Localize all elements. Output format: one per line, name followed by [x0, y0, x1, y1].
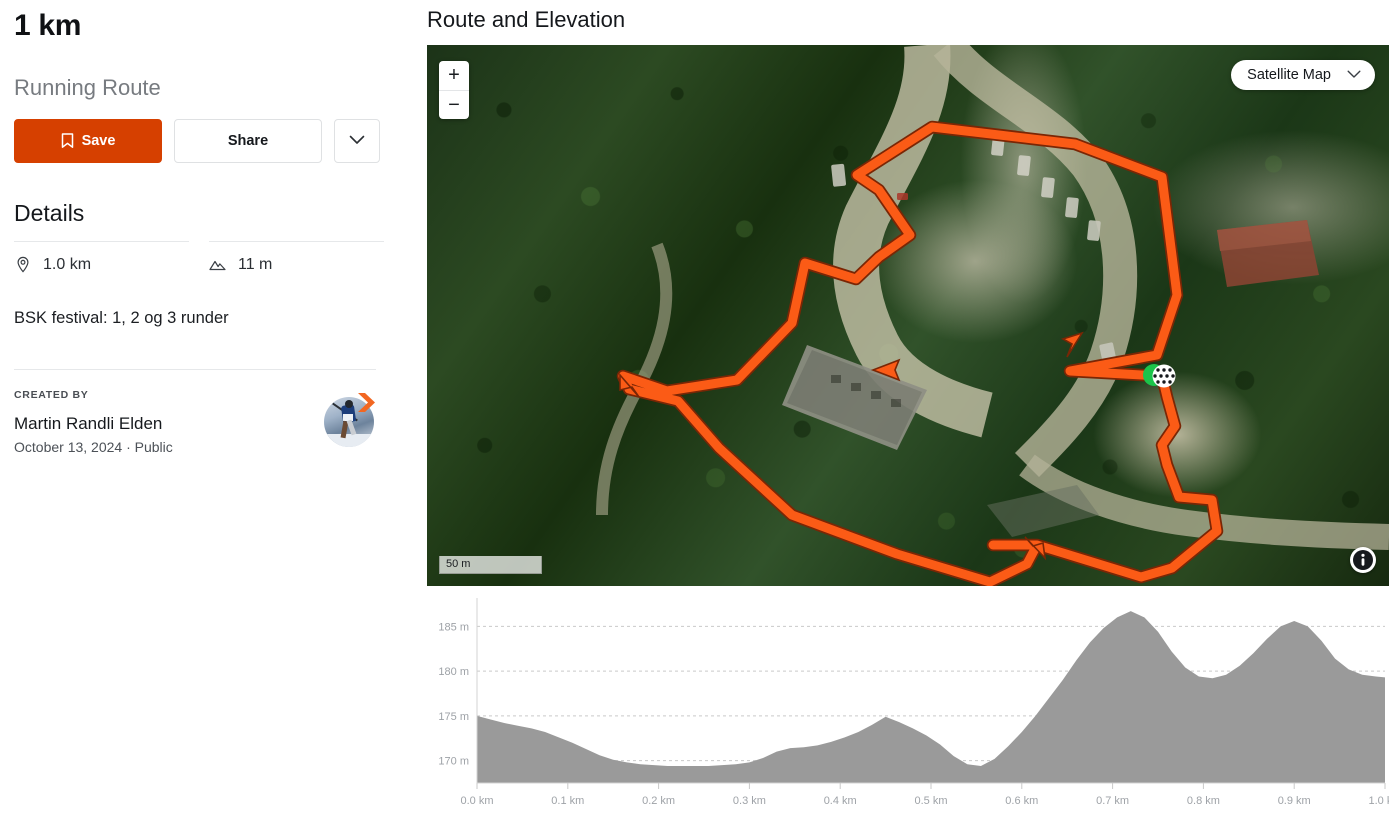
- stat-distance-value: 1.0 km: [43, 256, 92, 273]
- route-sidebar: 1 km Running Route Save Share Details: [0, 0, 427, 816]
- zoom-out-button[interactable]: −: [439, 90, 469, 119]
- svg-text:0.8 km: 0.8 km: [1187, 795, 1220, 807]
- details-heading: Details: [14, 200, 85, 226]
- map-layer-label: Satellite Map: [1247, 67, 1331, 83]
- page-title: 1 km: [14, 9, 82, 42]
- finish-marker: [1152, 364, 1176, 388]
- action-button-row: Save Share: [14, 119, 413, 163]
- avatar[interactable]: [324, 391, 380, 447]
- zoom-in-button[interactable]: +: [448, 64, 460, 86]
- map-zoom-controls[interactable]: + −: [439, 61, 469, 119]
- map-scale-bar: 50 m: [439, 556, 542, 574]
- more-options-button[interactable]: [334, 119, 380, 163]
- panel-title: Route and Elevation: [427, 7, 626, 32]
- bookmark-icon: [61, 133, 74, 149]
- save-button-label: Save: [81, 133, 116, 149]
- created-by-label: CREATED BY: [14, 389, 89, 401]
- route-type-subtitle: Running Route: [14, 75, 161, 100]
- map-canvas[interactable]: + − Satellite Map 50 m: [427, 45, 1389, 586]
- map-layer-select[interactable]: Satellite Map: [1231, 60, 1375, 90]
- svg-text:0.3 km: 0.3 km: [733, 795, 766, 807]
- info-icon: [1353, 550, 1373, 570]
- svg-text:170 m: 170 m: [438, 756, 469, 768]
- svg-text:0.2 km: 0.2 km: [642, 795, 675, 807]
- route-polyline: [616, 120, 1224, 586]
- satellite-imagery: [427, 45, 1389, 586]
- save-button[interactable]: Save: [14, 119, 162, 163]
- stat-elevation-value: 11 m: [238, 256, 273, 273]
- elevation-profile-chart[interactable]: 170 m 175 m 180 m 185 m 0.0 km 0.1 km 0.2 km 0.…: [427, 586, 1389, 816]
- location-pin-icon: [14, 256, 32, 274]
- elevation-mountain-icon: [209, 256, 227, 274]
- svg-text:0.0 km: 0.0 km: [460, 795, 493, 807]
- direction-arrow-icon: [619, 331, 1084, 561]
- chevron-down-icon: [1347, 67, 1361, 83]
- map-attribution-info-button[interactable]: [1350, 547, 1376, 573]
- stat-distance: 1.0 km: [14, 241, 189, 274]
- stat-elevation: 11 m: [209, 241, 384, 274]
- creator-name[interactable]: Martin Randli Elden: [14, 414, 163, 433]
- route-description: BSK festival: 1, 2 og 3 runder: [14, 309, 229, 327]
- svg-text:185 m: 185 m: [438, 621, 469, 633]
- svg-text:0.7 km: 0.7 km: [1096, 795, 1129, 807]
- stats-row: 1.0 km 11 m: [14, 241, 413, 274]
- svg-text:180 m: 180 m: [438, 666, 469, 678]
- share-button[interactable]: Share: [174, 119, 322, 163]
- chevron-badge-icon: [354, 391, 380, 415]
- svg-text:0.9 km: 0.9 km: [1278, 795, 1311, 807]
- svg-text:1.0 km: 1.0 km: [1368, 795, 1389, 807]
- chevron-down-icon: [349, 133, 365, 149]
- created-by-block: CREATED BY Martin Randli Elden October 1…: [14, 389, 376, 463]
- svg-text:0.4 km: 0.4 km: [824, 795, 857, 807]
- svg-text:0.1 km: 0.1 km: [551, 795, 584, 807]
- creator-meta: October 13, 2024 · Public: [14, 439, 173, 455]
- svg-text:0.6 km: 0.6 km: [1005, 795, 1038, 807]
- svg-text:175 m: 175 m: [438, 711, 469, 723]
- elevation-chart-svg: 170 m 175 m 180 m 185 m 0.0 km 0.1 km 0.2 km 0.…: [438, 598, 1389, 807]
- section-divider: [14, 369, 376, 370]
- route-and-elevation-panel: Route and Elevation: [427, 0, 1389, 816]
- svg-text:0.5 km: 0.5 km: [914, 795, 947, 807]
- share-button-label: Share: [227, 133, 269, 149]
